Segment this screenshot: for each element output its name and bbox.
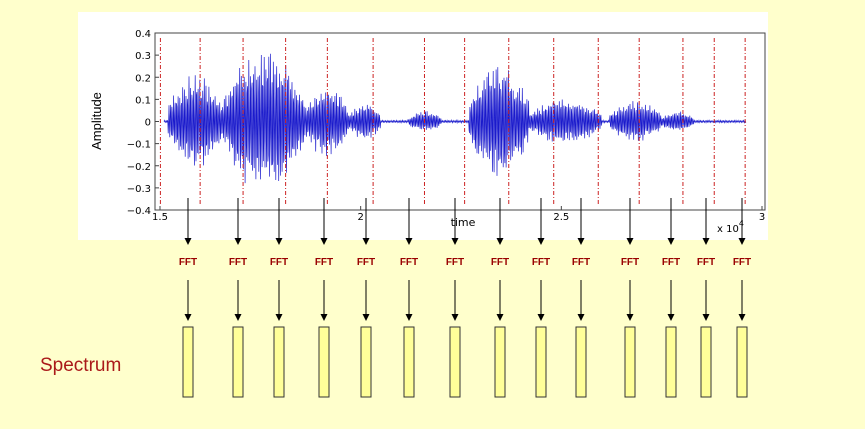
arrow-head	[577, 314, 585, 321]
spectrum-box	[736, 326, 748, 398]
spectrum-box	[700, 326, 712, 398]
arrow-head	[667, 238, 675, 245]
x-axis-label: time	[451, 216, 476, 229]
fft-column: FFT	[229, 198, 247, 398]
arrow-head	[184, 314, 192, 321]
fft-label: FFT	[229, 257, 247, 268]
fft-label: FFT	[621, 257, 639, 268]
arrow-head	[405, 238, 413, 245]
y-axis-ticks: 0.4 0.3 0.2 0.1 0 −0.1 −0.2 −0.3 −0.4	[127, 29, 159, 217]
x-axis-multiplier: x 104	[717, 219, 744, 235]
fft-column: FFT	[572, 198, 590, 398]
x-multiplier-exponent: 4	[739, 219, 744, 228]
arrow-head	[626, 314, 634, 321]
fft-column: FFT	[400, 198, 418, 398]
arrow-head	[362, 314, 370, 321]
y-tick-label: −0.2	[127, 162, 151, 173]
spectrum-box	[182, 326, 194, 398]
spectrum-box	[318, 326, 330, 398]
arrow-head	[275, 238, 283, 245]
arrow-head	[362, 238, 370, 245]
arrow-head	[234, 314, 242, 321]
fft-column: FFT	[179, 198, 197, 398]
arrow-head	[234, 238, 242, 245]
fft-column: FFT	[697, 198, 715, 398]
arrow-head	[537, 238, 545, 245]
arrow-head	[626, 238, 634, 245]
frame-boundary-lines	[159, 38, 746, 205]
arrow-head	[577, 238, 585, 245]
y-tick-label: 0.1	[135, 95, 151, 106]
x-tick-label: 2	[357, 212, 363, 223]
fft-label: FFT	[532, 257, 550, 268]
arrow-head	[184, 238, 192, 245]
spectrum-box	[494, 326, 506, 398]
spectrum-box	[449, 326, 461, 398]
spectrum-box	[273, 326, 285, 398]
arrow-head	[451, 314, 459, 321]
spectrum-box	[624, 326, 636, 398]
spectrum-label: Spectrum	[40, 355, 122, 376]
x-tick-label: 3	[759, 212, 765, 223]
fft-column: FFT	[357, 198, 375, 398]
arrow-head	[702, 238, 710, 245]
fft-label: FFT	[357, 257, 375, 268]
y-axis-label: Amplitude	[89, 92, 104, 150]
fft-label: FFT	[572, 257, 590, 268]
y-tick-label: 0.2	[135, 73, 151, 84]
arrow-head	[667, 314, 675, 321]
y-tick-label: −0.3	[127, 184, 151, 195]
y-tick-label: 0	[145, 118, 151, 129]
fft-label: FFT	[400, 257, 418, 268]
arrow-head	[275, 314, 283, 321]
fft-column: FFT	[446, 198, 464, 398]
fft-column: FFT	[621, 198, 639, 398]
x-axis-ticks: 1.5 2 2.5 3	[152, 206, 765, 223]
fft-label: FFT	[662, 257, 680, 268]
speech-waveform	[163, 53, 747, 184]
fft-column: FFT	[315, 198, 333, 398]
fft-label: FFT	[270, 257, 288, 268]
arrow-head	[537, 314, 545, 321]
fft-label: FFT	[697, 257, 715, 268]
spectrum-box	[535, 326, 547, 398]
x-tick-label: 1.5	[152, 212, 168, 223]
x-multiplier-base: x 10	[717, 224, 739, 235]
fft-column: FFT	[491, 198, 509, 398]
arrow-head	[405, 314, 413, 321]
arrow-head	[496, 238, 504, 245]
y-tick-label: −0.4	[127, 206, 151, 217]
arrow-head	[320, 238, 328, 245]
arrow-head	[738, 238, 746, 245]
arrow-head	[702, 314, 710, 321]
spectrum-box	[403, 326, 415, 398]
fft-label: FFT	[179, 257, 197, 268]
fft-label: FFT	[733, 257, 751, 268]
x-tick-label: 2.5	[553, 212, 569, 223]
spectrum-box	[360, 326, 372, 398]
arrow-head	[320, 314, 328, 321]
fft-column: FFT	[662, 198, 680, 398]
fft-column: FFT	[532, 198, 550, 398]
fft-label: FFT	[491, 257, 509, 268]
fft-pipeline: FFT FFT FFT FFT FFT FFT FFT FFT FFT FFT FFT FFT FFT F…	[179, 198, 751, 398]
spectrum-box	[665, 326, 677, 398]
fft-label: FFT	[446, 257, 464, 268]
y-tick-label: 0.4	[135, 29, 151, 40]
arrow-head	[738, 314, 746, 321]
spectrum-box	[575, 326, 587, 398]
arrow-head	[451, 238, 459, 245]
fft-column: FFT	[270, 198, 288, 398]
y-tick-label: −0.1	[127, 140, 151, 151]
spectrum-box	[232, 326, 244, 398]
fft-column: FFT	[733, 198, 751, 398]
fft-label: FFT	[315, 257, 333, 268]
y-tick-label: 0.3	[135, 51, 151, 62]
arrow-head	[496, 314, 504, 321]
